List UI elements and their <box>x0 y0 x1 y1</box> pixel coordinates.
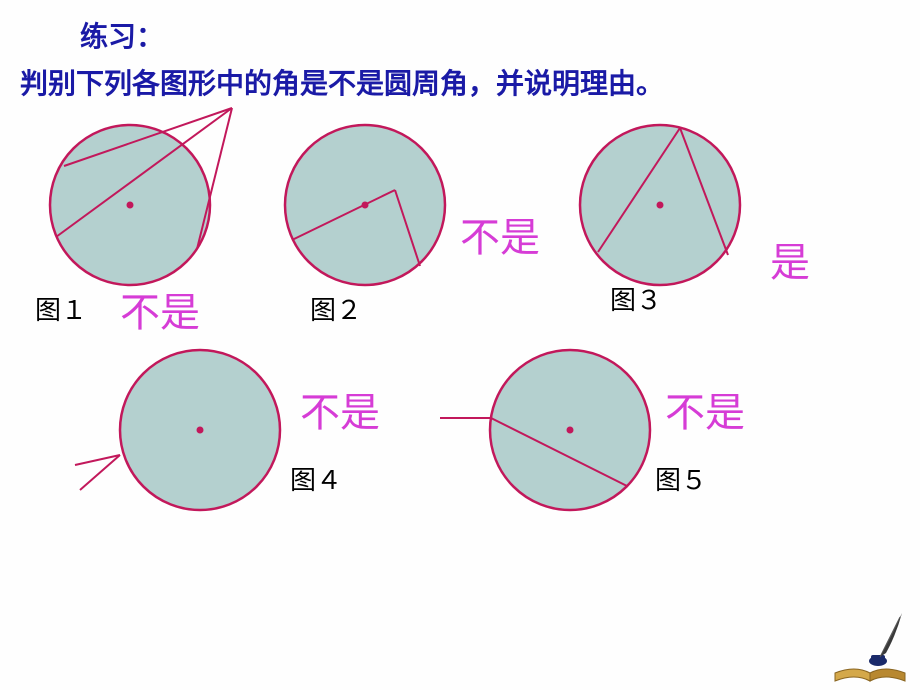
fig2-label: 图２ <box>310 290 362 327</box>
fig4-answer: 不是 <box>300 380 380 438</box>
quill-book-icon <box>830 605 910 685</box>
fig3-answer: 是 <box>770 230 810 288</box>
fig1-label: 图１ <box>35 290 87 327</box>
fig5-answer: 不是 <box>665 380 745 438</box>
diagram-canvas <box>0 0 920 690</box>
fig5-label: 图５ <box>655 460 707 497</box>
fig3-label: 图３ <box>610 280 662 317</box>
fig1-answer: 不是 <box>120 280 200 338</box>
fig4-label: 图４ <box>290 460 342 497</box>
fig2-answer: 不是 <box>460 205 540 263</box>
